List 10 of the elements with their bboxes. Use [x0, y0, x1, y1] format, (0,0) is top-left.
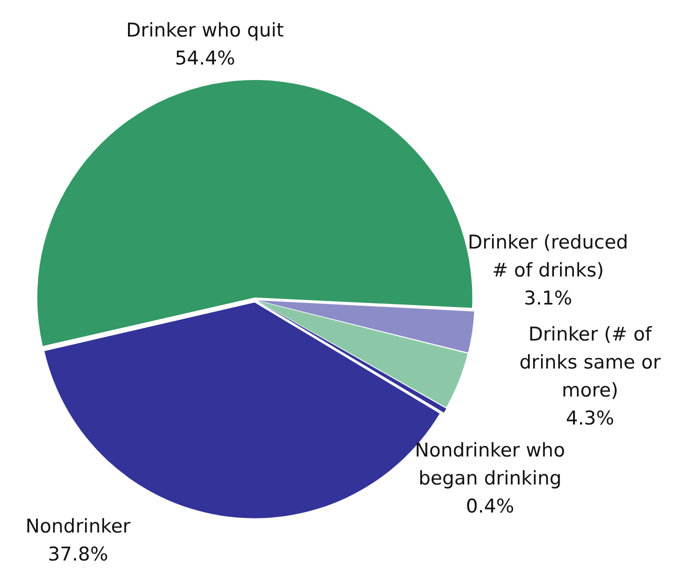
- slice-label: Nondrinker: [26, 515, 131, 538]
- slice-label: Nondrinker who began drinking: [414, 439, 566, 490]
- data-label: 4.3%: [566, 407, 614, 430]
- data-label: 37.8%: [48, 543, 108, 566]
- slice-label: Drinker (reduced # of drinks): [468, 231, 628, 282]
- data-label: 3.1%: [524, 287, 572, 310]
- slice-label: Drinker (# of drinks same or more): [519, 323, 661, 402]
- slice-label: Drinker who quit: [126, 19, 284, 42]
- data-label: 0.4%: [466, 495, 514, 518]
- data-label: 54.4%: [174, 47, 236, 70]
